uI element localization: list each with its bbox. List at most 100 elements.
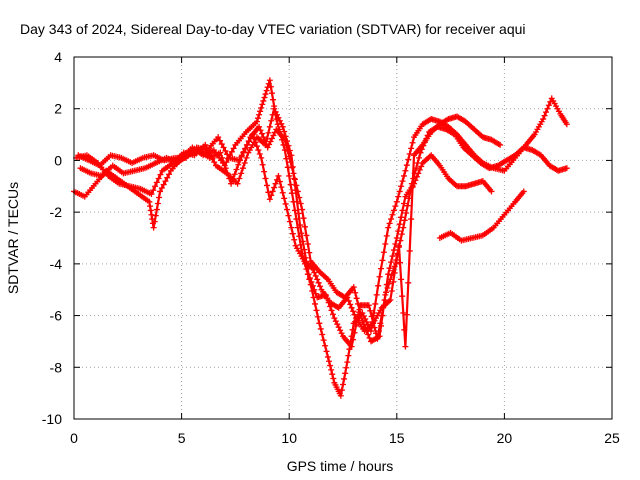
data-point <box>162 178 169 185</box>
data-point <box>293 182 300 189</box>
data-point <box>291 207 298 214</box>
x-tick-label: 20 <box>497 430 513 446</box>
y-axis-label: SDTVAR / TECUs <box>5 182 21 294</box>
data-point <box>307 275 314 282</box>
data-point <box>289 164 296 171</box>
data-point <box>286 153 293 160</box>
data-point <box>342 370 349 377</box>
data-point <box>401 326 408 333</box>
data-point <box>306 249 313 256</box>
data-point <box>286 218 293 225</box>
axis-ticks: 0 5 10 15 20 25 -10 -8 -6 -4 -2 0 2 4 <box>42 49 620 446</box>
data-point <box>300 215 307 222</box>
data-point <box>267 83 274 90</box>
data-point <box>352 289 359 296</box>
data-point <box>291 176 298 183</box>
data-point <box>294 198 301 205</box>
data-point <box>224 170 231 177</box>
grid-lines <box>74 57 612 419</box>
y-tick-label: 2 <box>54 101 62 117</box>
data-point <box>405 279 412 286</box>
data-point <box>378 265 385 272</box>
data-point <box>397 259 404 266</box>
data-point <box>266 141 273 148</box>
data-point <box>403 162 410 169</box>
data-point <box>395 242 402 249</box>
data-point <box>218 141 225 148</box>
data-point <box>396 188 403 195</box>
data-point <box>418 163 425 170</box>
data-point <box>316 320 323 327</box>
data-point <box>260 97 267 104</box>
data-point <box>215 134 222 141</box>
data-point <box>284 206 291 213</box>
data-point <box>152 212 159 219</box>
data-point <box>265 129 272 136</box>
data-point <box>385 224 392 231</box>
data-point <box>148 211 155 218</box>
data-point <box>257 127 264 134</box>
data-point <box>400 172 407 179</box>
data-point <box>224 151 231 158</box>
data-point <box>380 249 387 256</box>
x-tick-label: 10 <box>281 430 297 446</box>
data-point <box>393 198 400 205</box>
data-point <box>271 105 278 112</box>
data-point <box>379 257 386 264</box>
data-point <box>547 98 554 105</box>
data-point <box>311 269 318 276</box>
data-point <box>311 286 318 293</box>
data-point <box>257 108 264 115</box>
data-point <box>317 283 324 290</box>
data-point <box>335 324 342 331</box>
data-point <box>147 207 154 214</box>
data-point <box>395 193 402 200</box>
data-point <box>157 188 164 195</box>
data-point <box>408 216 415 223</box>
data-point <box>347 301 354 308</box>
data-point <box>296 222 303 229</box>
data-point <box>372 300 379 307</box>
data-point <box>283 142 290 149</box>
data-point <box>238 152 245 159</box>
data-point <box>254 115 261 122</box>
data-point <box>228 180 235 187</box>
data-point <box>391 269 398 276</box>
data-point <box>259 161 266 168</box>
data-point <box>388 288 395 295</box>
data-point <box>541 112 548 119</box>
data-point <box>399 293 406 300</box>
data-point <box>563 121 570 128</box>
data-point <box>348 304 355 311</box>
data-point <box>383 232 390 239</box>
data-point <box>261 168 268 175</box>
data-point <box>265 189 272 196</box>
data-point <box>348 343 355 350</box>
data-point <box>309 282 316 289</box>
data-point <box>256 150 263 157</box>
data-point <box>261 137 268 144</box>
data-point <box>296 194 303 201</box>
data-point <box>153 179 160 186</box>
data-point <box>314 313 321 320</box>
data-point <box>281 136 288 143</box>
data-point <box>264 144 271 151</box>
data-point <box>317 325 324 332</box>
data-point <box>388 259 395 266</box>
data-point <box>253 118 260 125</box>
data-point <box>263 182 270 189</box>
data-point <box>329 371 336 378</box>
data-point <box>406 150 413 157</box>
data-point <box>389 211 396 218</box>
data-point <box>387 297 394 304</box>
data-point <box>356 306 363 313</box>
data-point <box>389 253 396 260</box>
data-point <box>157 171 164 178</box>
data-point <box>320 337 327 344</box>
data-point <box>338 387 345 394</box>
data-point <box>287 159 294 166</box>
data-point <box>256 123 263 130</box>
data-point <box>392 241 399 248</box>
data-point <box>220 144 227 151</box>
data-point <box>256 111 263 118</box>
